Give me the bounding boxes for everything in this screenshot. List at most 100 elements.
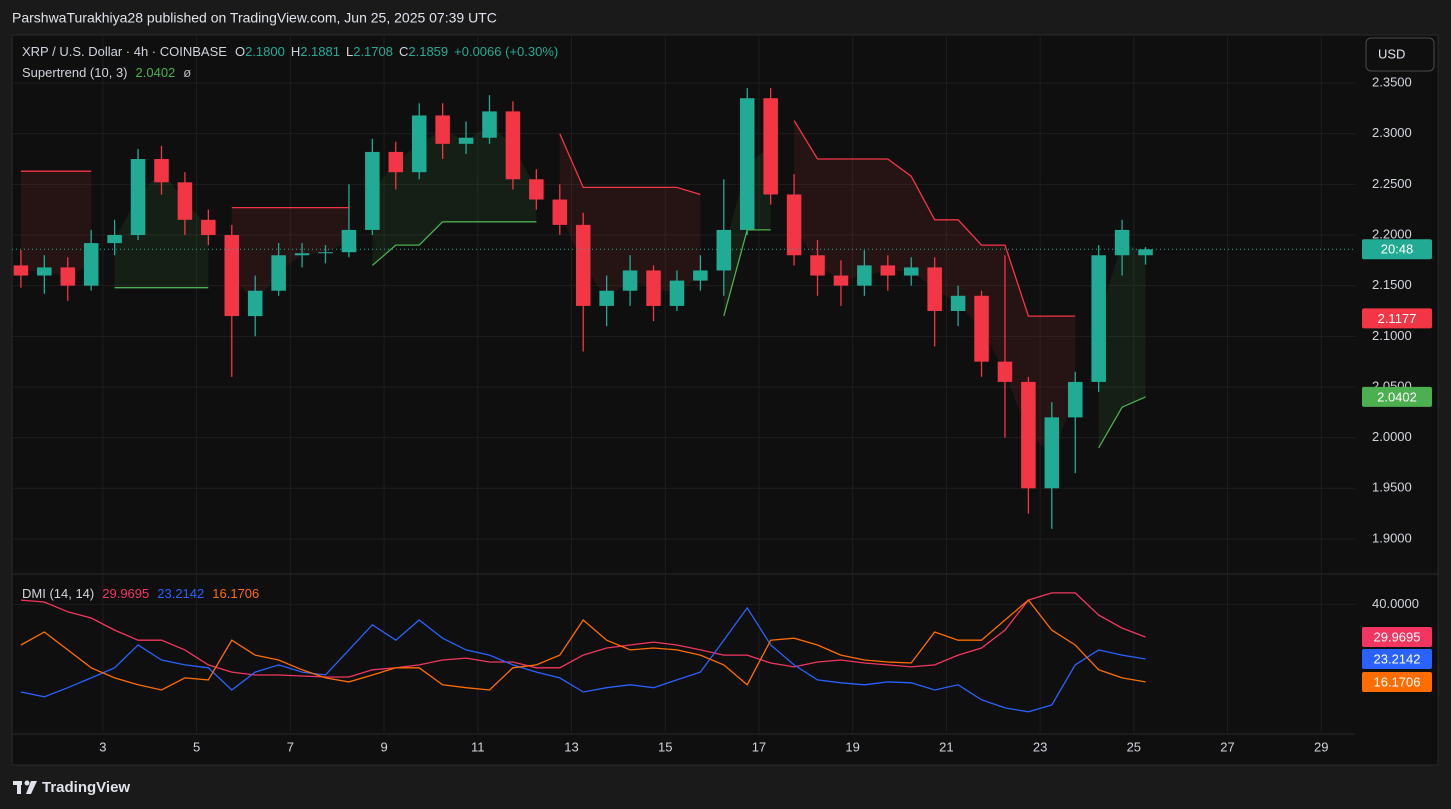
legend-text: L: [346, 44, 353, 59]
y-tick-label: 2.0000: [1372, 429, 1412, 444]
price-badge: [1362, 649, 1432, 670]
candle-body: [810, 255, 825, 276]
candle-body: [341, 229, 357, 253]
currency-button[interactable]: [1365, 37, 1435, 72]
candle-body: [974, 295, 989, 362]
price-badge: [1362, 671, 1432, 692]
legend-text: 2.1708: [353, 44, 393, 59]
x-tick-label: 29: [1314, 739, 1328, 754]
y-tick-label: 2.3000: [1372, 125, 1412, 140]
candle-body: [201, 219, 216, 236]
supertrend-line: [114, 221, 1146, 449]
x-tick-label: 17: [752, 739, 766, 754]
dmi-line: [20, 599, 1146, 691]
trend-fill: [723, 146, 771, 317]
price-badge-label: 2.0402: [1377, 389, 1417, 404]
price-badge-label: 20:48: [1381, 242, 1414, 257]
price-badge: [1362, 386, 1432, 407]
chart-layer: 3 5 7 9 11 13 15 17 19 21 23 25 27 29 2.3500 2.3000 2.25…: [12, 35, 1432, 754]
candle-body: [1091, 255, 1106, 382]
candle-body: [83, 243, 99, 286]
chart-frame: [11, 34, 1439, 766]
candle-body: [224, 235, 240, 317]
y-tick-label: 1.9000: [1372, 530, 1412, 545]
y-tick-label: 2.1500: [1372, 277, 1412, 292]
legend-text: ø: [183, 65, 191, 80]
x-tick-label: 13: [564, 739, 578, 754]
price-badge-label: 2.1177: [1378, 311, 1417, 326]
candle-body: [482, 111, 497, 138]
candle-body: [435, 115, 450, 144]
candle-body: [365, 151, 380, 230]
price-badge: [1362, 308, 1432, 329]
legend-text: DMI (14, 14): [22, 586, 94, 601]
logo-part: [17, 781, 21, 794]
candle-body: [622, 270, 638, 291]
legend-text: 2.1859: [408, 44, 448, 59]
candle-body: [37, 267, 52, 276]
price-badge-label: 16.1706: [1374, 674, 1421, 689]
x-tick-label: 9: [380, 739, 387, 754]
candle-body: [458, 137, 474, 144]
candle-body: [552, 199, 568, 225]
currency-label[interactable]: USD: [1378, 46, 1405, 61]
x-tick-label: 11: [471, 739, 485, 754]
y-tick-label: 2.1000: [1372, 328, 1412, 343]
legend-text: 2.1881: [300, 44, 340, 59]
legend-text: 2.1800: [245, 44, 285, 59]
candle-body: [1138, 249, 1153, 256]
candle-body: [505, 111, 521, 180]
trend-fill: [231, 207, 349, 304]
footer-logo: [13, 780, 37, 794]
price-badge: [1362, 626, 1432, 647]
candle-body: [739, 98, 755, 230]
candle-body: [154, 159, 169, 183]
legend-text: H: [291, 44, 300, 59]
candle-body: [669, 280, 685, 306]
y-tick-label: 2.2000: [1372, 226, 1412, 241]
candle-body: [786, 194, 802, 256]
candle-body: [1114, 229, 1130, 256]
trend-fill: [20, 171, 92, 277]
candle-body: [1067, 381, 1083, 418]
price-badge: [1362, 239, 1432, 260]
candle-body: [294, 253, 310, 256]
price-badge-label: 29.9695: [1374, 629, 1421, 644]
indicator-legend: Supertrend (10, 3) 2.0402 ø: [22, 65, 191, 80]
legend-text: 16.1706: [212, 586, 259, 601]
y-tick-label: 2.2500: [1372, 176, 1412, 191]
candle-body: [1044, 417, 1060, 489]
legend-text: XRP / U.S. Dollar · 4h · COINBASE: [22, 44, 227, 59]
candle-body: [927, 267, 942, 311]
y-tick-label: 1.9500: [1372, 480, 1412, 495]
dmi-line: [20, 606, 1146, 713]
dmi-legend: DMI (14, 14) 29.9695 23.2142 16.1706: [22, 586, 259, 601]
x-tick-label: 27: [1220, 739, 1234, 754]
candle-body: [716, 229, 732, 271]
legend-text: 23.2142: [157, 586, 204, 601]
candle-body: [247, 290, 263, 317]
candle-body: [107, 235, 122, 244]
y-tick-label: 40.0000: [1372, 596, 1419, 611]
legend-text: 29.9695: [102, 586, 149, 601]
candle-body: [997, 361, 1013, 382]
candle-body: [13, 265, 29, 276]
x-tick-label: 19: [845, 739, 859, 754]
logo-part: [24, 780, 30, 786]
candle-body: [318, 252, 333, 254]
candle-body: [903, 267, 919, 276]
candle-body: [1021, 381, 1036, 489]
x-tick-label: 21: [939, 739, 953, 754]
candle-body: [880, 265, 896, 276]
candle-body: [575, 224, 591, 306]
supertrend-line: [20, 120, 1076, 317]
candle-body: [950, 295, 966, 311]
footer-brand: TradingView: [42, 779, 130, 796]
trend-fill: [559, 133, 701, 299]
logo-part: [26, 781, 37, 794]
candle-body: [130, 159, 146, 236]
x-tick-label: 23: [1033, 739, 1047, 754]
y-tick-label: 2.3500: [1372, 74, 1412, 89]
